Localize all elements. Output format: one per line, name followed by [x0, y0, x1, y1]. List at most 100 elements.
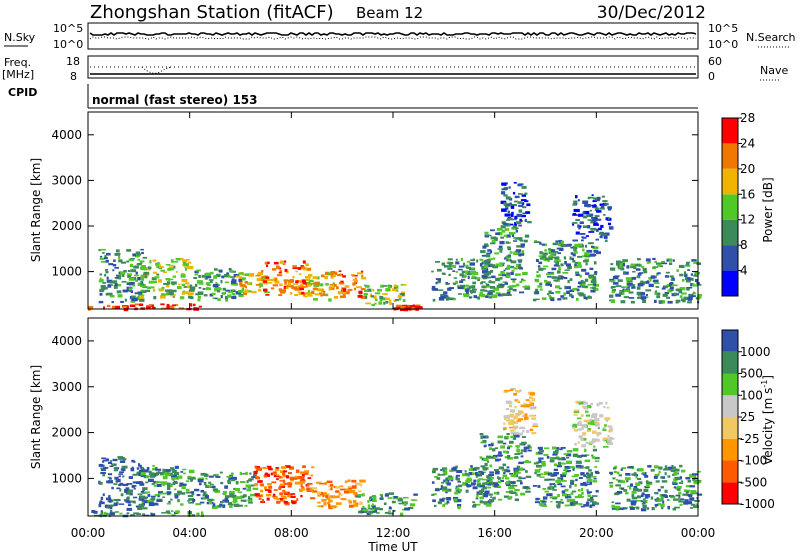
heatmap-cell: [113, 498, 120, 501]
heatmap-cell: [278, 486, 282, 490]
heatmap-cell: [596, 218, 602, 221]
heatmap-cell: [553, 260, 559, 263]
heatmap-cell: [214, 288, 218, 292]
heatmap-cell: [632, 488, 639, 492]
heatmap-cell: [364, 289, 369, 292]
heatmap-cell: [177, 475, 183, 479]
heatmap-cell: [574, 243, 580, 247]
heatmap-cell: [503, 202, 507, 206]
heatmap-cell: [349, 504, 354, 508]
heatmap-cell: [297, 291, 301, 293]
heatmap-cell: [303, 267, 308, 270]
heatmap-cell: [351, 485, 357, 489]
heatmap-cell: [553, 451, 559, 454]
heatmap-cell: [497, 248, 503, 250]
heatmap-cell: [487, 476, 493, 479]
heatmap-cell: [151, 482, 155, 485]
heatmap-cell: [111, 305, 117, 309]
heatmap-cell: [198, 287, 202, 289]
heatmap-cell: [170, 259, 174, 263]
heatmap-cell: [278, 475, 282, 479]
heatmap-cell: [500, 294, 504, 297]
heatmap-cell: [568, 496, 572, 499]
heatmap-cell: [485, 436, 489, 439]
nsky-label: N.Sky: [4, 31, 36, 44]
heatmap-cell: [171, 289, 177, 293]
heatmap-cell: [481, 478, 488, 481]
heatmap-cell: [112, 264, 117, 267]
heatmap-cell: [576, 298, 579, 301]
heatmap-cell: [231, 283, 236, 286]
heatmap-cell: [104, 269, 108, 271]
heatmap-cell: [170, 294, 176, 297]
heatmap-cell: [495, 458, 500, 462]
heatmap-cell: [212, 504, 216, 507]
heatmap-cell: [100, 510, 103, 514]
heatmap-cell: [516, 420, 521, 422]
heatmap-cell: [169, 278, 174, 281]
heatmap-cell: [435, 261, 441, 263]
heatmap-cell: [216, 505, 222, 508]
heatmap-cell: [507, 266, 511, 270]
heatmap-cell: [527, 460, 531, 464]
heatmap-cell: [505, 400, 512, 404]
heatmap-cell: [585, 235, 589, 237]
heatmap-cell: [455, 280, 458, 284]
heatmap-cell: [465, 264, 469, 268]
heatmap-cell: [279, 485, 286, 488]
heatmap-cell: [560, 263, 564, 267]
heatmap-cell: [687, 277, 692, 281]
heatmap-cell: [143, 271, 150, 276]
heatmap-cell: [487, 483, 492, 486]
heatmap-cell: [409, 305, 413, 308]
heatmap-cell: [563, 453, 568, 455]
nsky-series: [89, 32, 697, 36]
heatmap-cell: [548, 290, 552, 294]
heatmap-cell: [279, 270, 283, 274]
heatmap-cell: [404, 308, 409, 312]
heatmap-cell: [177, 499, 180, 503]
heatmap-cell: [510, 432, 514, 435]
heatmap-cell: [326, 497, 331, 500]
heatmap-cell: [197, 293, 203, 295]
heatmap-cell: [160, 492, 167, 495]
heatmap-cell: [479, 456, 483, 459]
heatmap-cell: [523, 239, 528, 243]
heatmap-cell: [506, 257, 512, 259]
heatmap-cell: [118, 503, 125, 505]
heatmap-cell: [635, 475, 638, 479]
heatmap-cell: [437, 279, 441, 284]
heatmap-cell: [585, 262, 588, 266]
heatmap-cell: [290, 495, 296, 498]
velocity-colorbar-label-text: Velocity [m s: [761, 388, 775, 465]
heatmap-cell: [585, 441, 589, 444]
heatmap-cell: [530, 402, 535, 406]
heatmap-cell: [524, 192, 528, 195]
heatmap-cell: [615, 502, 621, 505]
heatmap-cell: [442, 504, 446, 507]
heatmap-cell: [541, 297, 547, 300]
heatmap-cell: [108, 495, 111, 498]
heatmap-cell: [631, 286, 636, 289]
heatmap-cell: [576, 424, 582, 426]
heatmap-cell: [564, 468, 568, 471]
heatmap-cell: [572, 453, 579, 458]
freq-tick-bottom: 8: [70, 70, 77, 83]
heatmap-cell: [575, 460, 582, 464]
heatmap-cell: [150, 513, 156, 516]
heatmap-cell: [218, 269, 223, 273]
heatmap-cell: [243, 291, 247, 296]
heatmap-cell: [577, 281, 582, 284]
heatmap-cell: [123, 308, 129, 312]
heatmap-cell: [687, 301, 692, 304]
heatmap-cell: [653, 475, 658, 479]
heatmap-cell: [287, 494, 293, 496]
heatmap-cell: [679, 295, 683, 299]
heatmap-cell: [254, 483, 258, 487]
heatmap-cell: [535, 465, 542, 468]
heatmap-cell: [446, 497, 452, 501]
heatmap-cell: [247, 282, 251, 285]
heatmap-cell: [112, 280, 118, 283]
heatmap-cell: [612, 477, 616, 480]
